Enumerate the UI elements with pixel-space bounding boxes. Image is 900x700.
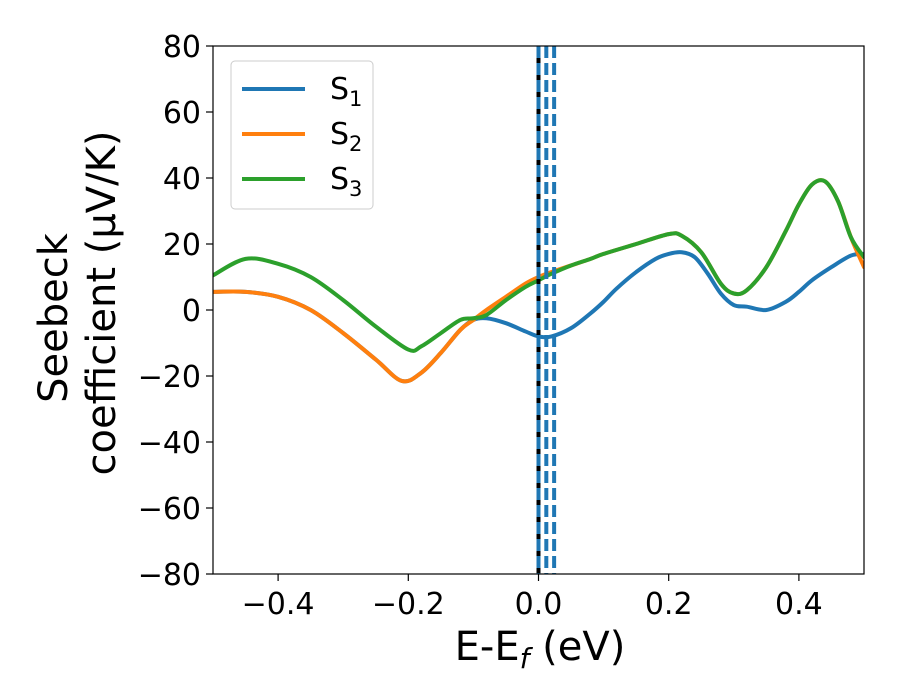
y-tick-label: 40 [163, 162, 201, 197]
x-tick-label: 0.4 [775, 587, 823, 622]
legend-label-s1: S1 [330, 72, 362, 111]
x-axis-label-unit: (eV) [529, 624, 625, 670]
y-tick-label: −80 [138, 558, 201, 593]
y-axis: −80 −60 −40 −20 0 20 40 60 80 [138, 30, 213, 593]
y-tick-label: 20 [163, 228, 201, 263]
series-line-s3 [213, 178, 864, 353]
y-tick-label: −40 [138, 426, 201, 461]
legend-label-s2: S2 [330, 117, 362, 156]
x-axis: −0.4 −0.2 0.0 0.2 0.4 [242, 574, 823, 622]
vline-layer [536, 46, 557, 574]
x-tick-label: 0.0 [515, 587, 563, 622]
legend-label-s3: S3 [330, 162, 362, 201]
x-tick-label: −0.4 [242, 587, 315, 622]
x-tick-label: 0.2 [645, 587, 693, 622]
x-tick-label: −0.2 [372, 587, 445, 622]
x-axis-label-main: E-E [455, 624, 520, 670]
x-axis-label: E-Ef (eV) [455, 624, 626, 675]
y-tick-label: 80 [163, 30, 201, 65]
y-axis-label-line2: coefficient (μV/K) [79, 131, 125, 476]
y-axis-label-line1: Seebeck [31, 232, 77, 403]
y-tick-label: −20 [138, 360, 201, 395]
y-tick-label: 60 [163, 96, 201, 131]
y-tick-label: 0 [182, 294, 201, 329]
y-tick-label: −60 [138, 492, 201, 527]
series-layer [213, 178, 864, 384]
legend: S1 S2 S3 [230, 60, 374, 210]
